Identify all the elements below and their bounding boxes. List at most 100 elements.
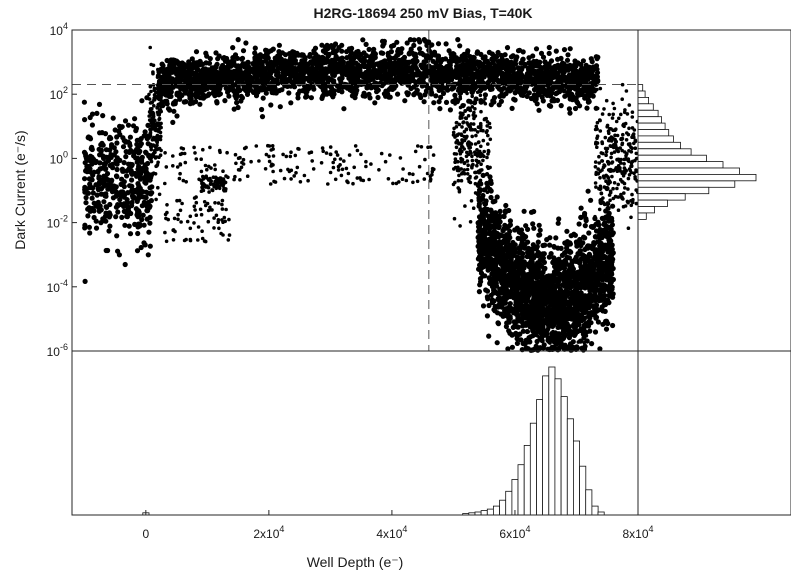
- scatter-point-2: [444, 64, 450, 70]
- scatter-point-2: [249, 76, 256, 82]
- scatter-point-3: [468, 176, 472, 180]
- scatter-point-2: [391, 70, 397, 76]
- scatter-point-3: [463, 109, 468, 113]
- scatter-point-3: [457, 122, 462, 127]
- scatter-point-0: [113, 214, 119, 220]
- scatter-point-2: [292, 53, 298, 59]
- scatter-point-2: [252, 50, 258, 56]
- scatter-point-2: [412, 63, 418, 69]
- scatter-point-2: [211, 79, 217, 85]
- scatter-point-2: [172, 101, 178, 107]
- scatter-point-4: [480, 172, 486, 178]
- scatter-point-0: [82, 117, 88, 123]
- scatter-point-0: [86, 176, 92, 182]
- scatter-point-3: [457, 189, 462, 194]
- scatter-point-0: [136, 150, 142, 156]
- scatter-point-2: [594, 70, 601, 76]
- scatter-point-2: [429, 42, 435, 48]
- scatter-point-2: [438, 94, 444, 100]
- scatter-point-3: [474, 133, 478, 138]
- scatter-point-0: [107, 223, 113, 229]
- scatter-point-4: [476, 289, 482, 295]
- scatter-point-0: [127, 134, 133, 140]
- scatter-point-3: [466, 140, 471, 144]
- scatter-point-1: [152, 88, 156, 93]
- scatter-point-3: [458, 96, 463, 101]
- scatter-point-0: [101, 199, 107, 205]
- scatter-point-2: [306, 74, 312, 80]
- scatter-point-2: [494, 76, 500, 82]
- scatter-point-1: [148, 109, 153, 113]
- scatter-point-1: [156, 112, 160, 117]
- scatter-point-2: [394, 39, 400, 45]
- scatter-point-2: [235, 83, 241, 89]
- scatter-point-3: [483, 101, 488, 106]
- scatter-point-0: [90, 185, 96, 191]
- scatter-point-2: [593, 81, 599, 87]
- scatter-point-0: [137, 223, 143, 229]
- scatter-point-2: [170, 57, 176, 63]
- scatter-point-3: [468, 220, 473, 224]
- scatter-point-2: [265, 81, 271, 87]
- scatter-point-3: [459, 156, 463, 161]
- scatter-point-2: [420, 78, 426, 84]
- scatter-point-2: [333, 64, 339, 70]
- scatter-point-1: [151, 63, 156, 68]
- scatter-point-2: [252, 70, 258, 76]
- scatter-point-0: [125, 122, 132, 128]
- scatter-point-3: [486, 142, 490, 146]
- scatter-point-2: [520, 57, 526, 63]
- scatter-point-2: [567, 65, 574, 72]
- scatter-point-3: [462, 103, 466, 107]
- scatter-point-3: [470, 127, 475, 132]
- scatter-point-0: [121, 160, 127, 166]
- scatter-point-2: [235, 104, 241, 111]
- scatter-point-1: [148, 45, 152, 50]
- scatter-point-0: [87, 114, 93, 121]
- scatter-point-2: [275, 80, 281, 86]
- scatter-point-4: [546, 254, 552, 260]
- scatter-point-0: [110, 186, 116, 192]
- scatter-point-2: [411, 84, 417, 90]
- scatter-point-2: [304, 63, 310, 70]
- scatter-point-3: [453, 71, 458, 76]
- scatter-point-3: [465, 75, 469, 80]
- scatter-point-2: [164, 87, 170, 93]
- scatter-point-2: [410, 50, 416, 56]
- scatter-point-2: [540, 54, 547, 60]
- scatter-point-2: [295, 91, 301, 97]
- scatter-point-2: [592, 74, 598, 80]
- scatter-point-3: [452, 216, 457, 221]
- scatter-point-0: [82, 176, 88, 182]
- scatter-point-1: [158, 137, 163, 142]
- scatter-point-0: [129, 162, 135, 168]
- scatter-point-0: [111, 152, 117, 158]
- scatter-point-2: [398, 63, 404, 69]
- scatter-point-0: [84, 166, 90, 172]
- scatter-point-0: [136, 192, 142, 198]
- scatter-point-2: [182, 88, 188, 94]
- scatter-point-3: [462, 171, 467, 176]
- scatter-point-2: [498, 87, 504, 93]
- scatter-point-2: [245, 63, 251, 70]
- scatter-point-2: [404, 90, 410, 96]
- scatter-point-2: [233, 95, 239, 101]
- scatter-point-2: [508, 54, 515, 60]
- scatter-point-0: [142, 129, 148, 135]
- scatter-point-0: [144, 208, 150, 214]
- scatter-point-1: [153, 118, 157, 123]
- scatter-point-2: [577, 73, 583, 79]
- scatter-point-0: [123, 149, 129, 155]
- scatter-point-3: [468, 108, 473, 113]
- scatter-point-2: [360, 71, 366, 77]
- scatter-point-2: [274, 70, 280, 76]
- scatter-point-3: [474, 97, 478, 101]
- scatter-point-2: [366, 46, 372, 53]
- scatter-point-3: [466, 163, 470, 167]
- scatter-point-2: [174, 113, 180, 119]
- scatter-point-1: [153, 156, 158, 160]
- scatter-point-3: [456, 166, 460, 170]
- scatter-point-0: [115, 209, 121, 215]
- scatter-point-2: [243, 40, 249, 46]
- scatter-point-4: [603, 326, 610, 332]
